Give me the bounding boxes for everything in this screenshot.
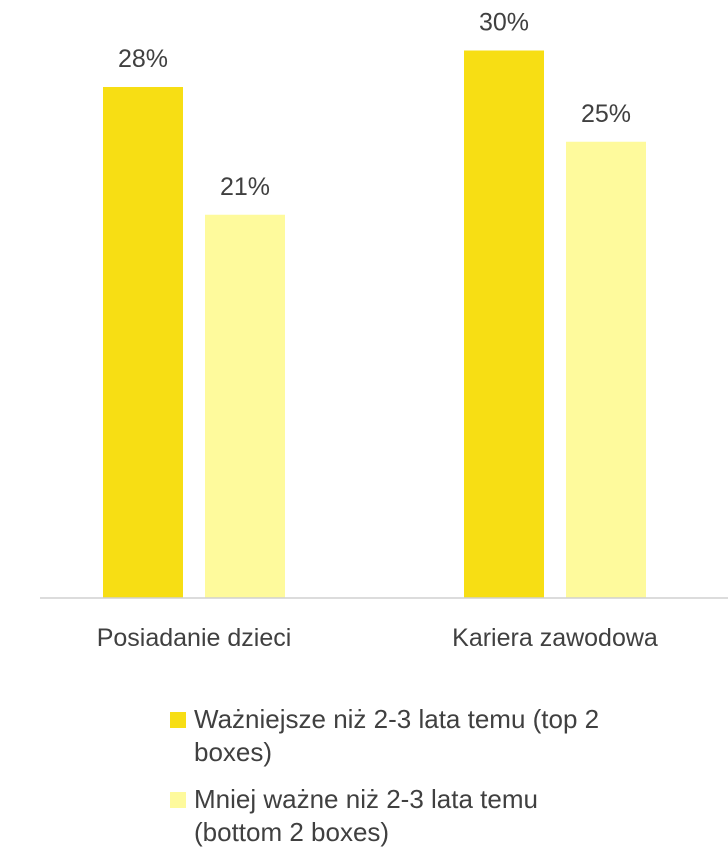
value-label: 28%	[118, 45, 168, 73]
legend-label: Mniej ważne niż 2-3 lata temu (bottom 2 …	[194, 784, 538, 847]
legend-item: Ważniejsze niż 2-3 lata temu (top 2 boxe…	[170, 703, 640, 769]
legend: Ważniejsze niż 2-3 lata temu (top 2 boxe…	[170, 703, 640, 855]
legend-swatch	[170, 792, 186, 808]
legend-swatch	[170, 712, 186, 728]
legend-item: Mniej ważne niż 2-3 lata temu (bottom 2 …	[170, 783, 640, 849]
value-label: 30%	[479, 9, 529, 37]
bar	[566, 141, 646, 598]
value-label: 21%	[220, 173, 270, 201]
bar	[103, 87, 183, 598]
plot: Posiadanie dzieci 28% 21% Kariera zawodowa 3…	[40, 9, 728, 652]
bar	[464, 50, 544, 598]
bar	[205, 214, 285, 598]
value-label: 25%	[581, 100, 631, 128]
x-tick-label: Kariera zawodowa	[452, 624, 658, 652]
x-tick-label: Posiadanie dzieci	[97, 624, 292, 652]
legend-label: Ważniejsze niż 2-3 lata temu (top 2 boxe…	[194, 704, 600, 767]
